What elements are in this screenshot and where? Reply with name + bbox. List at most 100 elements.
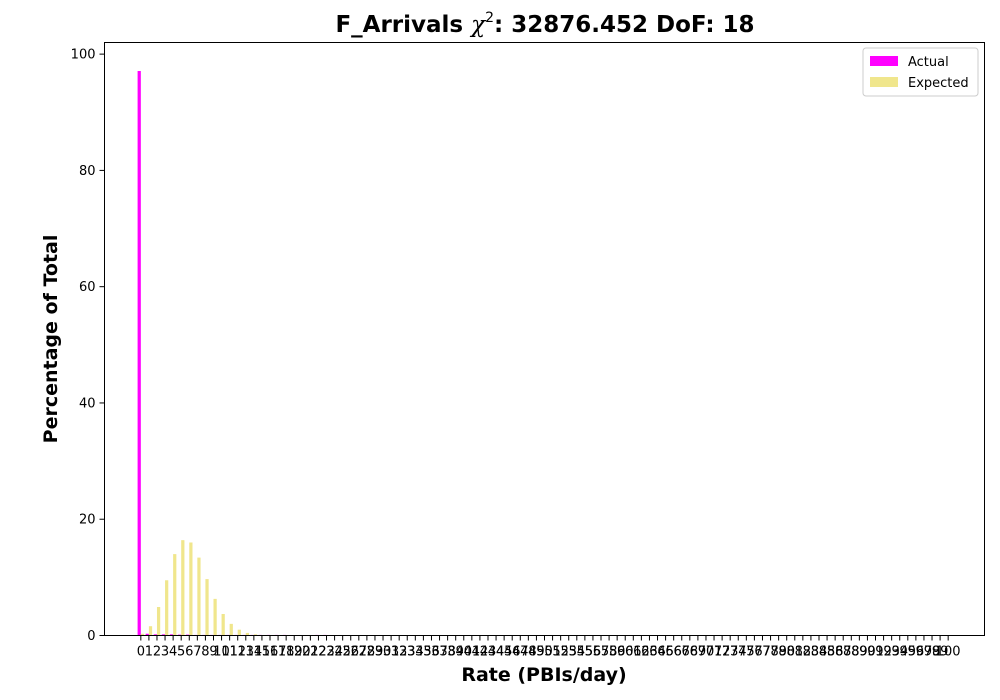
x-tick-label-40: 40 <box>455 645 472 660</box>
x-tick-label-32: 32 <box>391 645 408 660</box>
x-tick-label-21: 21 <box>302 645 319 660</box>
x-tick-label-34: 34 <box>407 645 424 660</box>
x-tick-label-47: 47 <box>512 645 529 660</box>
x-tick-label-35: 35 <box>415 645 432 660</box>
x-tick-label-94: 94 <box>891 645 908 660</box>
x-tick-label-90: 90 <box>859 645 876 660</box>
x-tick-label-14: 14 <box>246 645 263 660</box>
bar-expected-9 <box>213 598 217 636</box>
x-tick-label-12: 12 <box>229 645 246 660</box>
bar-expected-12 <box>237 629 241 636</box>
x-tick-label-13: 13 <box>238 645 255 660</box>
x-tick-label-3: 3 <box>161 645 169 660</box>
x-tick-label-37: 37 <box>431 645 448 660</box>
x-tick-label-54: 54 <box>569 645 586 660</box>
x-tick-label-85: 85 <box>819 645 836 660</box>
bar-expected-2 <box>156 607 161 636</box>
x-tick-label-93: 93 <box>883 645 900 660</box>
y-tick-label-0: 0 <box>87 629 95 644</box>
bar-expected-5 <box>181 540 185 636</box>
x-tick-label-53: 53 <box>560 645 577 660</box>
x-tick-label-6: 6 <box>185 645 193 660</box>
bar-expected-13 <box>245 632 250 636</box>
x-tick-label-91: 91 <box>867 645 884 660</box>
x-tick-label-16: 16 <box>262 645 279 660</box>
x-tick-label-75: 75 <box>738 645 755 660</box>
x-tick-label-7: 7 <box>193 645 201 660</box>
x-tick-label-28: 28 <box>359 645 376 660</box>
x-tick-label-100: 100 <box>936 645 961 660</box>
x-tick-label-33: 33 <box>399 645 416 660</box>
x-tick-label-41: 41 <box>464 645 481 660</box>
legend-label-actual: Actual <box>908 55 949 70</box>
x-tick-label-62: 62 <box>633 645 650 660</box>
x-tick-label-0: 0 <box>137 645 145 660</box>
x-tick-label-24: 24 <box>326 645 343 660</box>
x-tick-label-36: 36 <box>423 645 440 660</box>
x-tick-label-18: 18 <box>278 645 295 660</box>
x-tick-label-15: 15 <box>254 645 271 660</box>
x-tick-label-65: 65 <box>657 645 674 660</box>
bar-actual-3 <box>161 634 166 636</box>
x-tick-label-46: 46 <box>504 645 521 660</box>
x-tick-label-31: 31 <box>383 645 400 660</box>
bar-expected-11 <box>229 623 233 636</box>
x-tick-label-8: 8 <box>201 645 209 660</box>
x-tick-label-84: 84 <box>811 645 828 660</box>
bar-expected-6 <box>189 542 193 636</box>
bar-expected-1 <box>148 626 153 636</box>
legend-label-expected: Expected <box>908 76 969 91</box>
x-tick-label-1: 1 <box>145 645 153 660</box>
bar-expected-14 <box>253 634 258 636</box>
x-tick-label-10: 10 <box>213 645 230 660</box>
y-tick-label-40: 40 <box>79 396 96 411</box>
x-tick-label-25: 25 <box>334 645 351 660</box>
x-tick-label-52: 52 <box>552 645 569 660</box>
bar-actual-4 <box>169 634 174 636</box>
bar-expected-4 <box>173 554 177 636</box>
bar-actual-2 <box>153 634 157 636</box>
x-tick-label-71: 71 <box>706 645 723 660</box>
x-tick-label-76: 76 <box>746 645 763 660</box>
legend-swatch-actual <box>870 56 898 66</box>
x-tick-label-4: 4 <box>169 645 177 660</box>
x-tick-label-98: 98 <box>924 645 941 660</box>
x-tick-label-45: 45 <box>496 645 513 660</box>
bar-expected-3 <box>165 580 169 636</box>
x-tick-label-5: 5 <box>177 645 185 660</box>
x-tick-label-27: 27 <box>351 645 368 660</box>
x-axis-label: Rate (PBIs/day) <box>461 664 626 686</box>
x-tick-label-26: 26 <box>342 645 359 660</box>
x-tick-label-87: 87 <box>835 645 852 660</box>
x-tick-label-39: 39 <box>447 645 464 660</box>
x-tick-label-61: 61 <box>625 645 642 660</box>
x-tick-label-68: 68 <box>682 645 699 660</box>
x-tick-label-48: 48 <box>520 645 537 660</box>
plot-frame <box>104 42 985 636</box>
x-tick-label-2: 2 <box>153 645 161 660</box>
x-tick-label-43: 43 <box>480 645 497 660</box>
bar-expected-0 <box>140 633 145 636</box>
legend-swatch-expected <box>870 77 898 87</box>
bar-expected-8 <box>205 579 209 636</box>
x-tick-label-83: 83 <box>803 645 820 660</box>
x-tick-label-42: 42 <box>472 645 489 660</box>
x-tick-label-44: 44 <box>488 645 505 660</box>
bar-expected-7 <box>197 557 201 636</box>
x-tick-label-59: 59 <box>609 645 626 660</box>
x-tick-label-55: 55 <box>577 645 594 660</box>
x-tick-label-51: 51 <box>544 645 561 660</box>
x-tick-label-22: 22 <box>310 645 327 660</box>
x-tick-label-69: 69 <box>690 645 707 660</box>
x-tick-label-64: 64 <box>649 645 666 660</box>
x-tick-label-58: 58 <box>601 645 618 660</box>
x-tick-label-66: 66 <box>665 645 682 660</box>
x-tick-label-95: 95 <box>900 645 917 660</box>
x-tick-label-23: 23 <box>318 645 335 660</box>
x-tick-label-92: 92 <box>875 645 892 660</box>
x-tick-label-99: 99 <box>932 645 949 660</box>
x-tick-label-30: 30 <box>375 645 392 660</box>
y-axis-label: Percentage of Total <box>40 235 62 444</box>
